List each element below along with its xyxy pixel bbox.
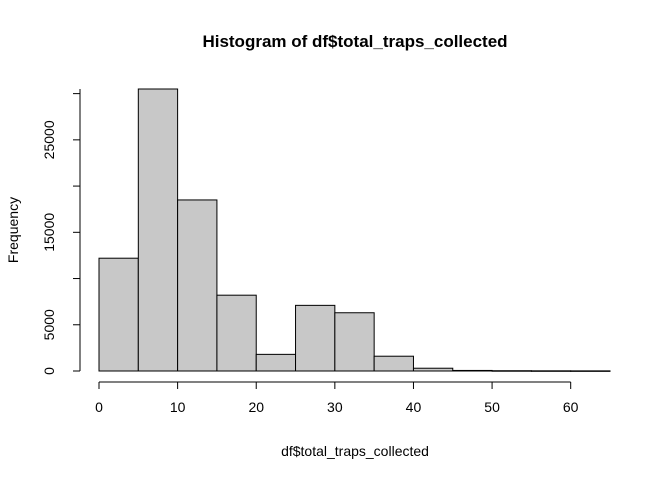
- y-tick-label: 25000: [41, 120, 57, 159]
- histogram-bar: [334, 312, 375, 372]
- histogram-bar: [452, 369, 493, 372]
- x-tick-label: 10: [170, 399, 186, 415]
- y-axis: 0 5000 15000 25000: [41, 89, 81, 375]
- histogram-bar: [570, 370, 611, 372]
- x-tick-label: 0: [95, 399, 103, 415]
- histogram-bar: [530, 370, 572, 372]
- bars-group: [98, 88, 611, 372]
- histogram-bar: [137, 88, 179, 372]
- histogram-bar: [412, 367, 454, 372]
- x-tick-label: 30: [327, 399, 343, 415]
- y-tick-label: 15000: [41, 213, 57, 252]
- histogram-bar: [373, 355, 414, 372]
- x-tick-label: 50: [484, 399, 500, 415]
- histogram-bar: [216, 294, 257, 372]
- y-axis-label: Frequency: [5, 197, 21, 263]
- x-tick-label: 60: [563, 399, 579, 415]
- histogram-bar: [177, 199, 218, 372]
- x-tick-label: 20: [248, 399, 264, 415]
- histogram-bar: [255, 353, 297, 372]
- chart-title: Histogram of df$total_traps_collected: [202, 32, 507, 51]
- x-tick-label: 40: [406, 399, 422, 415]
- x-axis: 0 10 20 30 40 50 60: [95, 381, 579, 415]
- y-tick-label: 0: [41, 367, 57, 375]
- y-tick-label: 5000: [41, 309, 57, 340]
- histogram-bar: [98, 257, 139, 372]
- histogram-bar: [491, 370, 532, 372]
- histogram-bar: [295, 304, 336, 372]
- x-axis-label: df$total_traps_collected: [281, 443, 429, 459]
